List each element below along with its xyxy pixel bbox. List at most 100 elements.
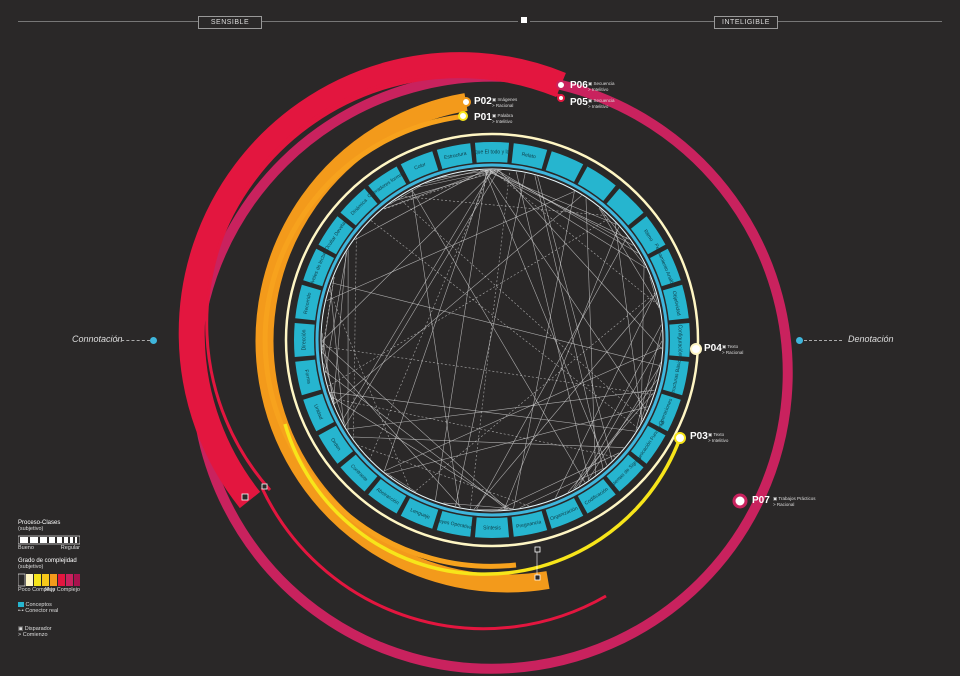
connector-line <box>370 220 638 429</box>
p07-line1: Trabajos Prácticos <box>778 496 816 501</box>
concept-label: Estructura <box>444 151 468 161</box>
p06-line2: Intelitivo <box>591 87 609 92</box>
concept-label: Síntesis <box>483 525 501 531</box>
p03-label: P03 <box>690 431 708 442</box>
concept-label: Relato <box>521 152 537 161</box>
p07-dot <box>732 493 748 509</box>
connector-line <box>387 406 649 475</box>
legend-grado-sub: (subjetivo) <box>18 564 44 570</box>
red-bottom-arc <box>260 487 607 631</box>
chevron-right-icon: > <box>18 632 22 638</box>
p04-line1: Texto <box>727 344 739 349</box>
concept-label: Color <box>414 161 428 171</box>
connector-line <box>537 176 613 461</box>
connector-line <box>573 324 662 490</box>
connector-line <box>322 276 335 354</box>
concept-label: Forma <box>303 369 312 385</box>
connector-line <box>585 198 596 475</box>
magenta-ring <box>198 80 793 674</box>
concept-segment <box>436 143 473 170</box>
inner-circle-inner <box>320 168 664 512</box>
legend-proceso-scale <box>18 535 80 545</box>
connector-line <box>385 472 417 493</box>
concept-segment <box>436 510 473 537</box>
p01-dot <box>458 111 468 121</box>
connector-line <box>443 502 514 509</box>
connector-line <box>411 190 460 507</box>
p07-line2: Racional <box>776 502 795 507</box>
connector-line <box>347 389 655 430</box>
concept-segment <box>630 425 666 464</box>
p06-dot <box>556 80 566 90</box>
connector-line <box>476 236 628 510</box>
p04-label: P04 <box>704 343 722 354</box>
p05-meta: ▣ Secuencia > Intelitivo <box>588 98 615 109</box>
start-marker <box>241 493 249 501</box>
connector-line <box>484 169 647 411</box>
p07-label: P07 <box>752 495 770 506</box>
connector-line <box>383 169 489 472</box>
connector-lines <box>321 169 663 511</box>
connector-line <box>328 217 611 387</box>
connector-line <box>534 175 604 469</box>
p04-dot <box>690 343 702 355</box>
connector-line <box>513 191 575 509</box>
legend-connector-icon: •-• <box>18 608 24 614</box>
legend-disparador: Disparador <box>24 626 52 632</box>
concept-segment <box>606 188 644 226</box>
connector-line <box>574 379 658 489</box>
connector-line <box>425 170 479 184</box>
concept-segment <box>368 478 407 514</box>
connector-line <box>334 195 582 404</box>
connector-line <box>473 293 656 510</box>
sensible-tab: SENSIBLE <box>198 16 262 29</box>
concept-segment <box>545 497 584 529</box>
concept-segment <box>511 510 548 537</box>
concept-segment <box>303 393 335 432</box>
connector-line <box>321 344 335 405</box>
concept-label: Objetividad <box>671 291 682 317</box>
p06-meta: ▣ Secuencia > Intelitivo <box>588 81 615 92</box>
p02-dot <box>461 97 471 107</box>
connector-line <box>455 173 526 507</box>
connector-line <box>503 226 620 510</box>
connector-line <box>649 276 660 309</box>
p03-line1: Texto <box>713 432 725 437</box>
connector-line <box>333 252 347 402</box>
connotacion-dot <box>150 337 157 344</box>
connector-line <box>437 175 447 180</box>
denotacion-label: Denotación <box>848 334 894 344</box>
red-thin-arc <box>205 72 563 491</box>
concept-segment <box>649 393 681 432</box>
start-marker <box>261 483 268 490</box>
legend-grado-title: Grado de complejidad <box>18 558 77 564</box>
connector-line <box>326 191 575 301</box>
p03-meta: ▣ Texto > Intelitivo <box>708 432 729 443</box>
concept-segment <box>340 188 378 226</box>
start-marker <box>534 574 541 581</box>
concept-segment <box>368 166 407 202</box>
inteligible-tab: INTELIGIBLE <box>714 16 778 29</box>
connector-line <box>332 398 616 458</box>
connector-line <box>331 282 661 366</box>
connector-line <box>389 185 421 205</box>
legend-grado-scale <box>18 573 80 587</box>
legend-comienzo: Comienzo <box>22 632 48 638</box>
p05-label: P05 <box>570 97 588 108</box>
connector-line <box>555 293 656 498</box>
connector-line <box>435 170 487 501</box>
connector-line <box>489 169 647 269</box>
concept-segment <box>400 497 439 529</box>
connector-line <box>324 251 348 373</box>
concept-segment <box>295 359 322 396</box>
legend: Proceso-Clases (subjetivo) Bueno Regular… <box>18 520 108 638</box>
concept-label: Recorrido <box>303 292 313 315</box>
concept-label: Sinécdoque El todo y las partes <box>457 149 528 155</box>
denotacion-dot <box>796 337 803 344</box>
connector-line <box>345 169 499 427</box>
connector-line <box>352 436 624 448</box>
legend-concept-swatch <box>18 602 24 608</box>
connector-line <box>341 169 493 421</box>
top-rule-left <box>18 21 518 22</box>
trigger-icon: ▣ <box>18 626 24 632</box>
